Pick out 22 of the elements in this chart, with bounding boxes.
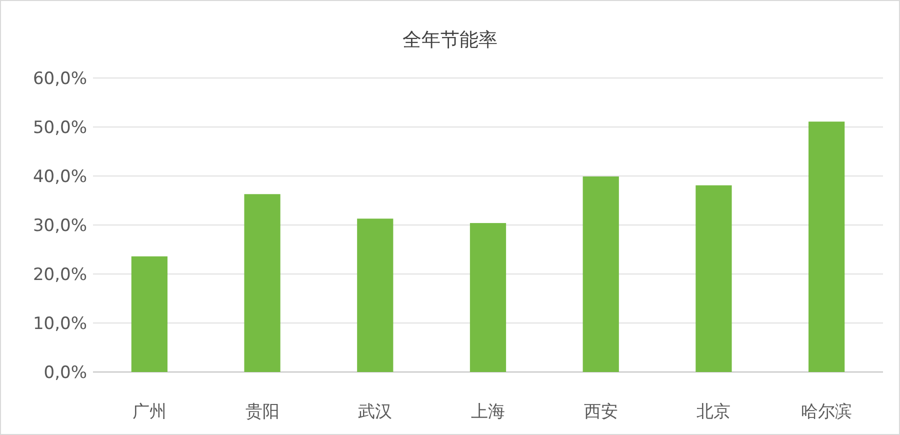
bar bbox=[808, 122, 845, 372]
x-tick-label: 广州 bbox=[132, 402, 166, 422]
x-tick-label: 武汉 bbox=[358, 402, 392, 422]
chart-title: 全年节能率 bbox=[402, 29, 498, 51]
bar bbox=[696, 185, 732, 372]
y-tick-label: 10,0% bbox=[32, 314, 87, 334]
y-tick-label: 40,0% bbox=[32, 167, 87, 187]
x-tick-label: 哈尔滨 bbox=[801, 402, 852, 422]
x-tick-label: 北京 bbox=[696, 402, 731, 422]
bar bbox=[582, 176, 619, 372]
bar bbox=[244, 194, 280, 372]
bar bbox=[357, 218, 394, 372]
bar bbox=[470, 223, 506, 372]
y-tick-label: 20,0% bbox=[32, 265, 87, 285]
y-tick-label: 60,0% bbox=[32, 69, 87, 89]
y-tick-label: 0,0% bbox=[44, 363, 87, 383]
y-tick-label: 30,0% bbox=[32, 216, 87, 236]
x-tick-label: 贵阳 bbox=[245, 402, 280, 422]
x-tick-label: 西安 bbox=[584, 402, 618, 422]
bar bbox=[131, 256, 168, 372]
x-tick-label: 上海 bbox=[471, 402, 505, 422]
y-tick-label: 50,0% bbox=[32, 118, 87, 138]
